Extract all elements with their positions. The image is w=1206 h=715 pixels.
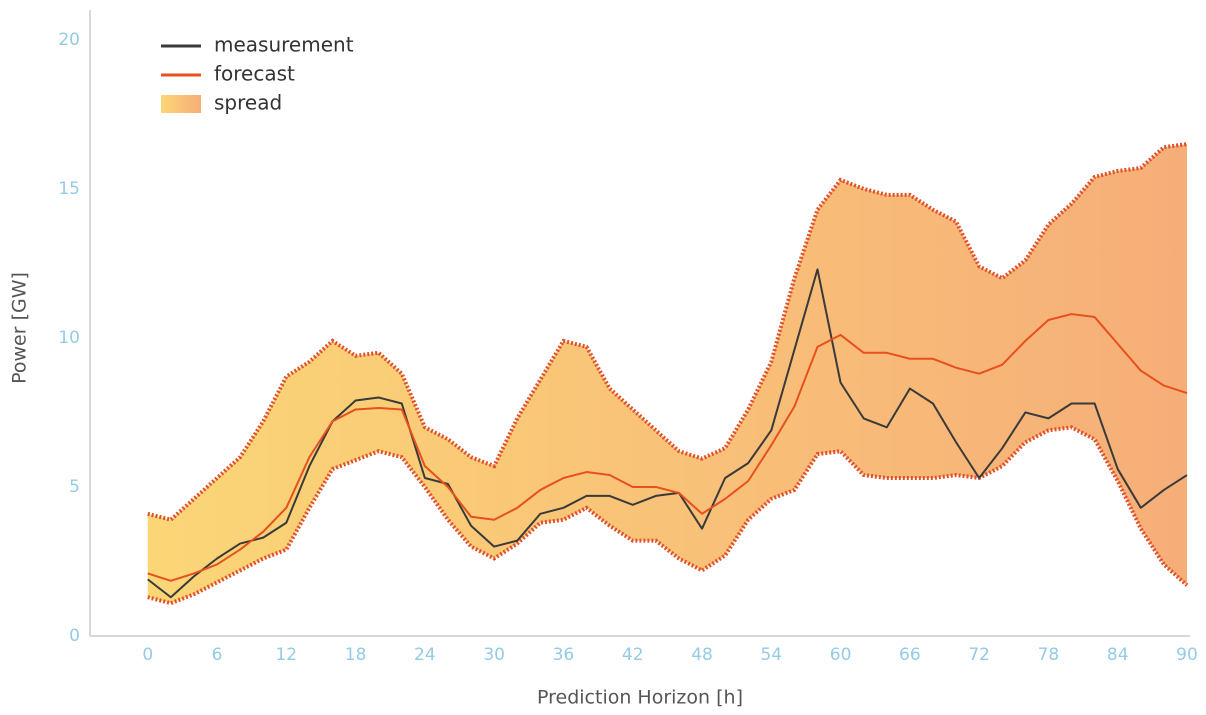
y-tick-label: 20 (58, 30, 80, 50)
legend-swatch (161, 95, 201, 113)
x-tick-label: 66 (899, 645, 921, 665)
x-tick-label: 12 (275, 645, 297, 665)
x-tick-label: 72 (968, 645, 990, 665)
spread-band (147, 144, 1188, 604)
x-tick-label: 36 (553, 645, 575, 665)
legend-label: forecast (214, 62, 295, 86)
x-tick-label: 84 (1107, 645, 1129, 665)
x-tick-label: 90 (1176, 645, 1198, 665)
x-tick-label: 24 (414, 645, 436, 665)
x-tick-label: 48 (691, 645, 713, 665)
y-tick-label: 5 (69, 477, 80, 497)
x-axis-title: Prediction Horizon [h] (537, 687, 743, 709)
y-tick-label: 15 (58, 179, 80, 199)
x-tick-label: 60 (830, 645, 852, 665)
x-tick-label: 54 (760, 645, 782, 665)
spread-upper-edge (147, 142, 1188, 522)
series-line (147, 268, 1188, 599)
x-tick-label: 30 (483, 645, 505, 665)
y-tick-label: 10 (58, 328, 80, 348)
spread-lower-edge (147, 425, 1189, 606)
x-tick-label: 18 (345, 645, 367, 665)
series-line (147, 313, 1188, 582)
y-tick-label: 0 (69, 626, 80, 646)
y-axis-title: Power [GW] (9, 272, 31, 384)
x-tick-label: 0 (142, 645, 153, 665)
x-tick-label: 6 (212, 645, 223, 665)
x-tick-label: 42 (622, 645, 644, 665)
legend-label: measurement (214, 33, 354, 57)
legend-label: spread (214, 91, 282, 115)
x-tick-label: 78 (1038, 645, 1060, 665)
